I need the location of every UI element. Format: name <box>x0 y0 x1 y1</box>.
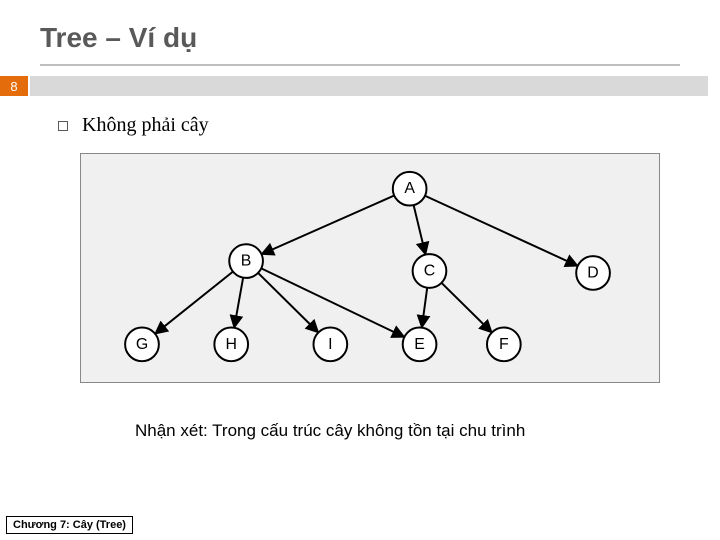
svg-text:B: B <box>241 253 252 270</box>
edge-A-C <box>414 205 426 255</box>
node-H: H <box>214 327 248 361</box>
edge-B-H <box>234 278 243 328</box>
node-F: F <box>487 327 521 361</box>
bullet-square-icon <box>58 121 68 131</box>
accent-row: 8 <box>0 76 720 96</box>
tree-diagram: A B C D G H I E F <box>80 153 660 383</box>
edge-C-F <box>441 283 491 333</box>
svg-text:G: G <box>136 336 148 353</box>
svg-text:C: C <box>424 262 435 279</box>
node-D: D <box>576 256 610 290</box>
svg-text:D: D <box>587 264 598 281</box>
edge-A-D <box>425 196 578 266</box>
svg-text:F: F <box>499 336 509 353</box>
edge-A-B <box>261 196 394 255</box>
svg-text:I: I <box>328 336 332 353</box>
edge-C-E <box>422 288 427 328</box>
footer-label: Chương 7: Cây (Tree) <box>6 516 133 534</box>
node-B: B <box>229 244 263 278</box>
node-E: E <box>403 327 437 361</box>
edge-B-G <box>155 272 233 334</box>
node-A: A <box>393 172 427 206</box>
svg-text:E: E <box>414 336 425 353</box>
diagram-svg: A B C D G H I E F <box>81 154 659 382</box>
title-underline <box>40 64 680 66</box>
note-text: Nhận xét: Trong cấu trúc cây không tồn t… <box>0 421 720 441</box>
slide-title: Tree – Ví dụ <box>0 0 720 64</box>
svg-text:H: H <box>225 336 236 353</box>
accent-bar <box>30 76 708 96</box>
bullet-text: Không phải cây <box>82 114 209 137</box>
bullet-row: Không phải cây <box>0 96 720 137</box>
svg-text:A: A <box>404 180 415 197</box>
page-number-badge: 8 <box>0 76 28 96</box>
node-C: C <box>413 254 447 288</box>
node-I: I <box>313 327 347 361</box>
node-G: G <box>125 327 159 361</box>
